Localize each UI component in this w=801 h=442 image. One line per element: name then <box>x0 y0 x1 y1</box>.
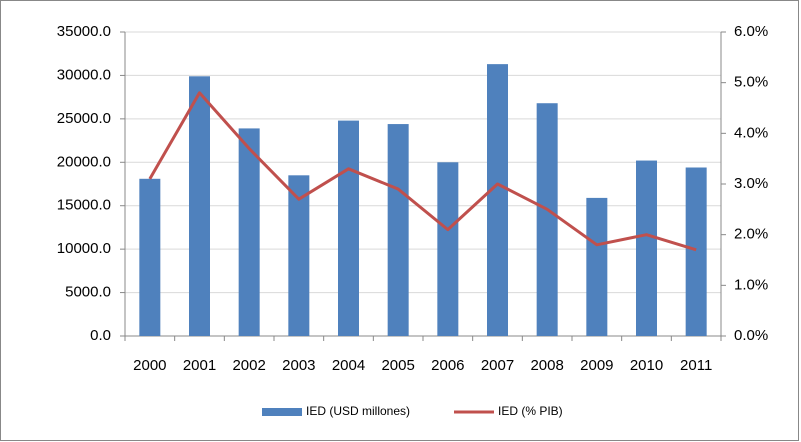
y2-tick-label: 5.0% <box>734 74 768 91</box>
bar <box>387 124 409 336</box>
y2-tick-label: 3.0% <box>734 175 768 192</box>
y-tick-label: 25000.0 <box>57 110 111 127</box>
y-tick-label: 5000.0 <box>65 284 111 301</box>
y2-tick-label: 1.0% <box>734 276 768 293</box>
bar <box>636 160 657 336</box>
bar <box>189 76 210 336</box>
bar <box>238 128 260 336</box>
bar <box>685 167 707 336</box>
y2-tick-label: 0.0% <box>734 327 768 344</box>
y-tick-label: 10000.0 <box>57 240 111 257</box>
x-tick-label: 2011 <box>680 357 712 374</box>
y-tick-label: 15000.0 <box>57 197 111 214</box>
bar <box>487 64 508 336</box>
x-tick-label: 2001 <box>183 357 216 374</box>
legend-label: IED (% PIB) <box>498 404 563 418</box>
y-tick-label: 35000.0 <box>57 23 111 40</box>
y-tick-label: 30000.0 <box>57 66 111 83</box>
y-tick-label: 0.0 <box>90 327 111 344</box>
bar <box>586 197 608 336</box>
x-tick-label: 2002 <box>232 357 265 374</box>
bar <box>437 162 459 336</box>
x-tick-label: 2004 <box>332 357 365 374</box>
y2-tick-label: 6.0% <box>734 23 768 40</box>
y2-tick-label: 2.0% <box>734 226 768 243</box>
bar <box>536 103 558 336</box>
bar <box>288 175 310 336</box>
y2-tick-label: 4.0% <box>734 124 768 141</box>
x-tick-label: 2005 <box>381 357 414 374</box>
x-tick-label: 2006 <box>431 357 464 374</box>
x-tick-label: 2003 <box>282 357 315 374</box>
x-tick-label: 2010 <box>630 357 663 374</box>
x-tick-label: 2007 <box>481 357 514 374</box>
legend-label: IED (USD millones) <box>306 404 410 418</box>
x-tick-label: 2000 <box>133 357 166 374</box>
line <box>148 91 697 252</box>
x-tick-label: 2009 <box>580 357 613 374</box>
x-tick-label: 2008 <box>530 357 563 374</box>
y-tick-label: 20000.0 <box>57 153 111 170</box>
bar <box>139 178 161 336</box>
bar <box>338 120 359 336</box>
legend-swatch <box>262 408 302 416</box>
